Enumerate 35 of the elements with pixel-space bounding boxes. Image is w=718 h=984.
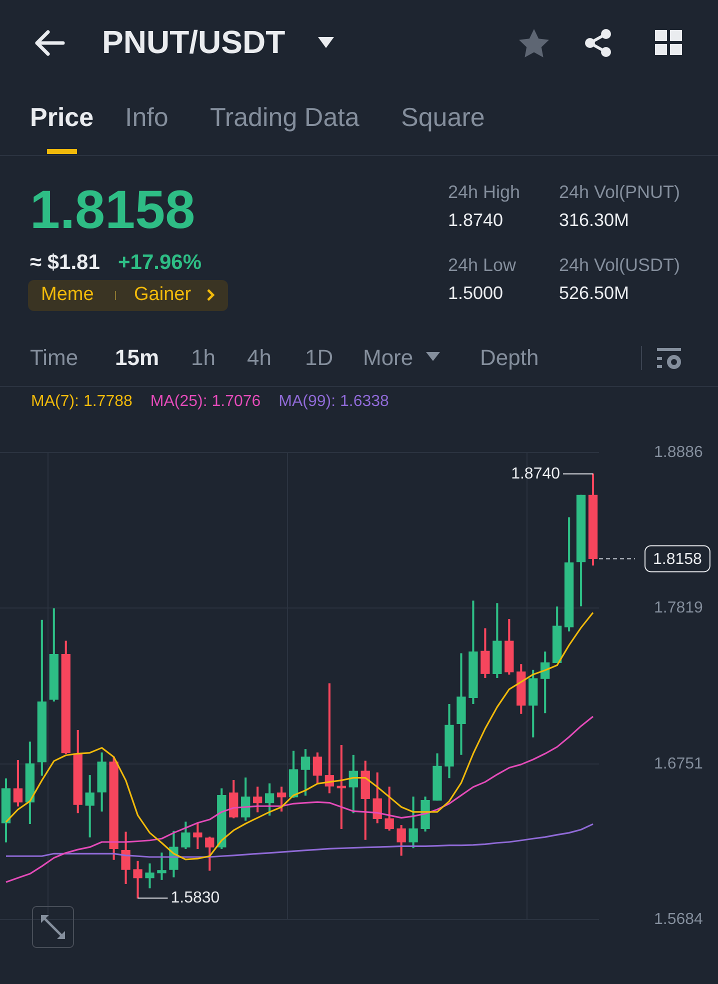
- text: Time: [30, 345, 78, 372]
- y-tick-label: 1.7819: [654, 600, 704, 617]
- ref-line-label: 1.8158: [653, 551, 702, 568]
- text: Meme: [41, 284, 94, 307]
- annotation: 1.5830: [170, 890, 220, 907]
- text: 1.8740: [448, 210, 504, 232]
- text: Info: [125, 102, 168, 134]
- y-tick-label: 1.6751: [654, 755, 704, 772]
- text: More: [363, 345, 414, 372]
- text: Depth: [480, 345, 539, 372]
- text: 1.8158: [30, 179, 196, 242]
- chart-title: PNUT/USDT: [102, 24, 286, 61]
- text: 24h High: [448, 182, 520, 204]
- y-tick-label: 1.8886: [654, 444, 704, 462]
- text: ≈ $1.81: [30, 250, 100, 276]
- text: Price: [30, 102, 94, 134]
- annotation: 1.8740: [511, 465, 560, 482]
- text: Gainer: [134, 284, 192, 307]
- text: 1h: [191, 345, 216, 372]
- text: MA(7): 1.7788: [31, 393, 132, 411]
- text: 1.5000: [448, 283, 504, 305]
- text: MA(25): 1.7076: [150, 393, 261, 411]
- text: +17.96%: [118, 250, 202, 276]
- text: MA(99): 1.6338: [278, 393, 389, 411]
- text: 24h Vol(PNUT): [559, 182, 680, 204]
- text: Trading Data: [210, 102, 360, 134]
- text: 15m: [115, 345, 160, 372]
- text: 4h: [247, 345, 272, 372]
- text: Square: [401, 102, 485, 134]
- text: 1D: [305, 345, 334, 372]
- text: 526.50M: [559, 283, 630, 305]
- text: 316.30M: [559, 210, 630, 232]
- y-tick-label: 1.5684: [654, 910, 704, 928]
- text: 24h Vol(USDT): [559, 255, 680, 277]
- text: 24h Low: [448, 255, 516, 277]
